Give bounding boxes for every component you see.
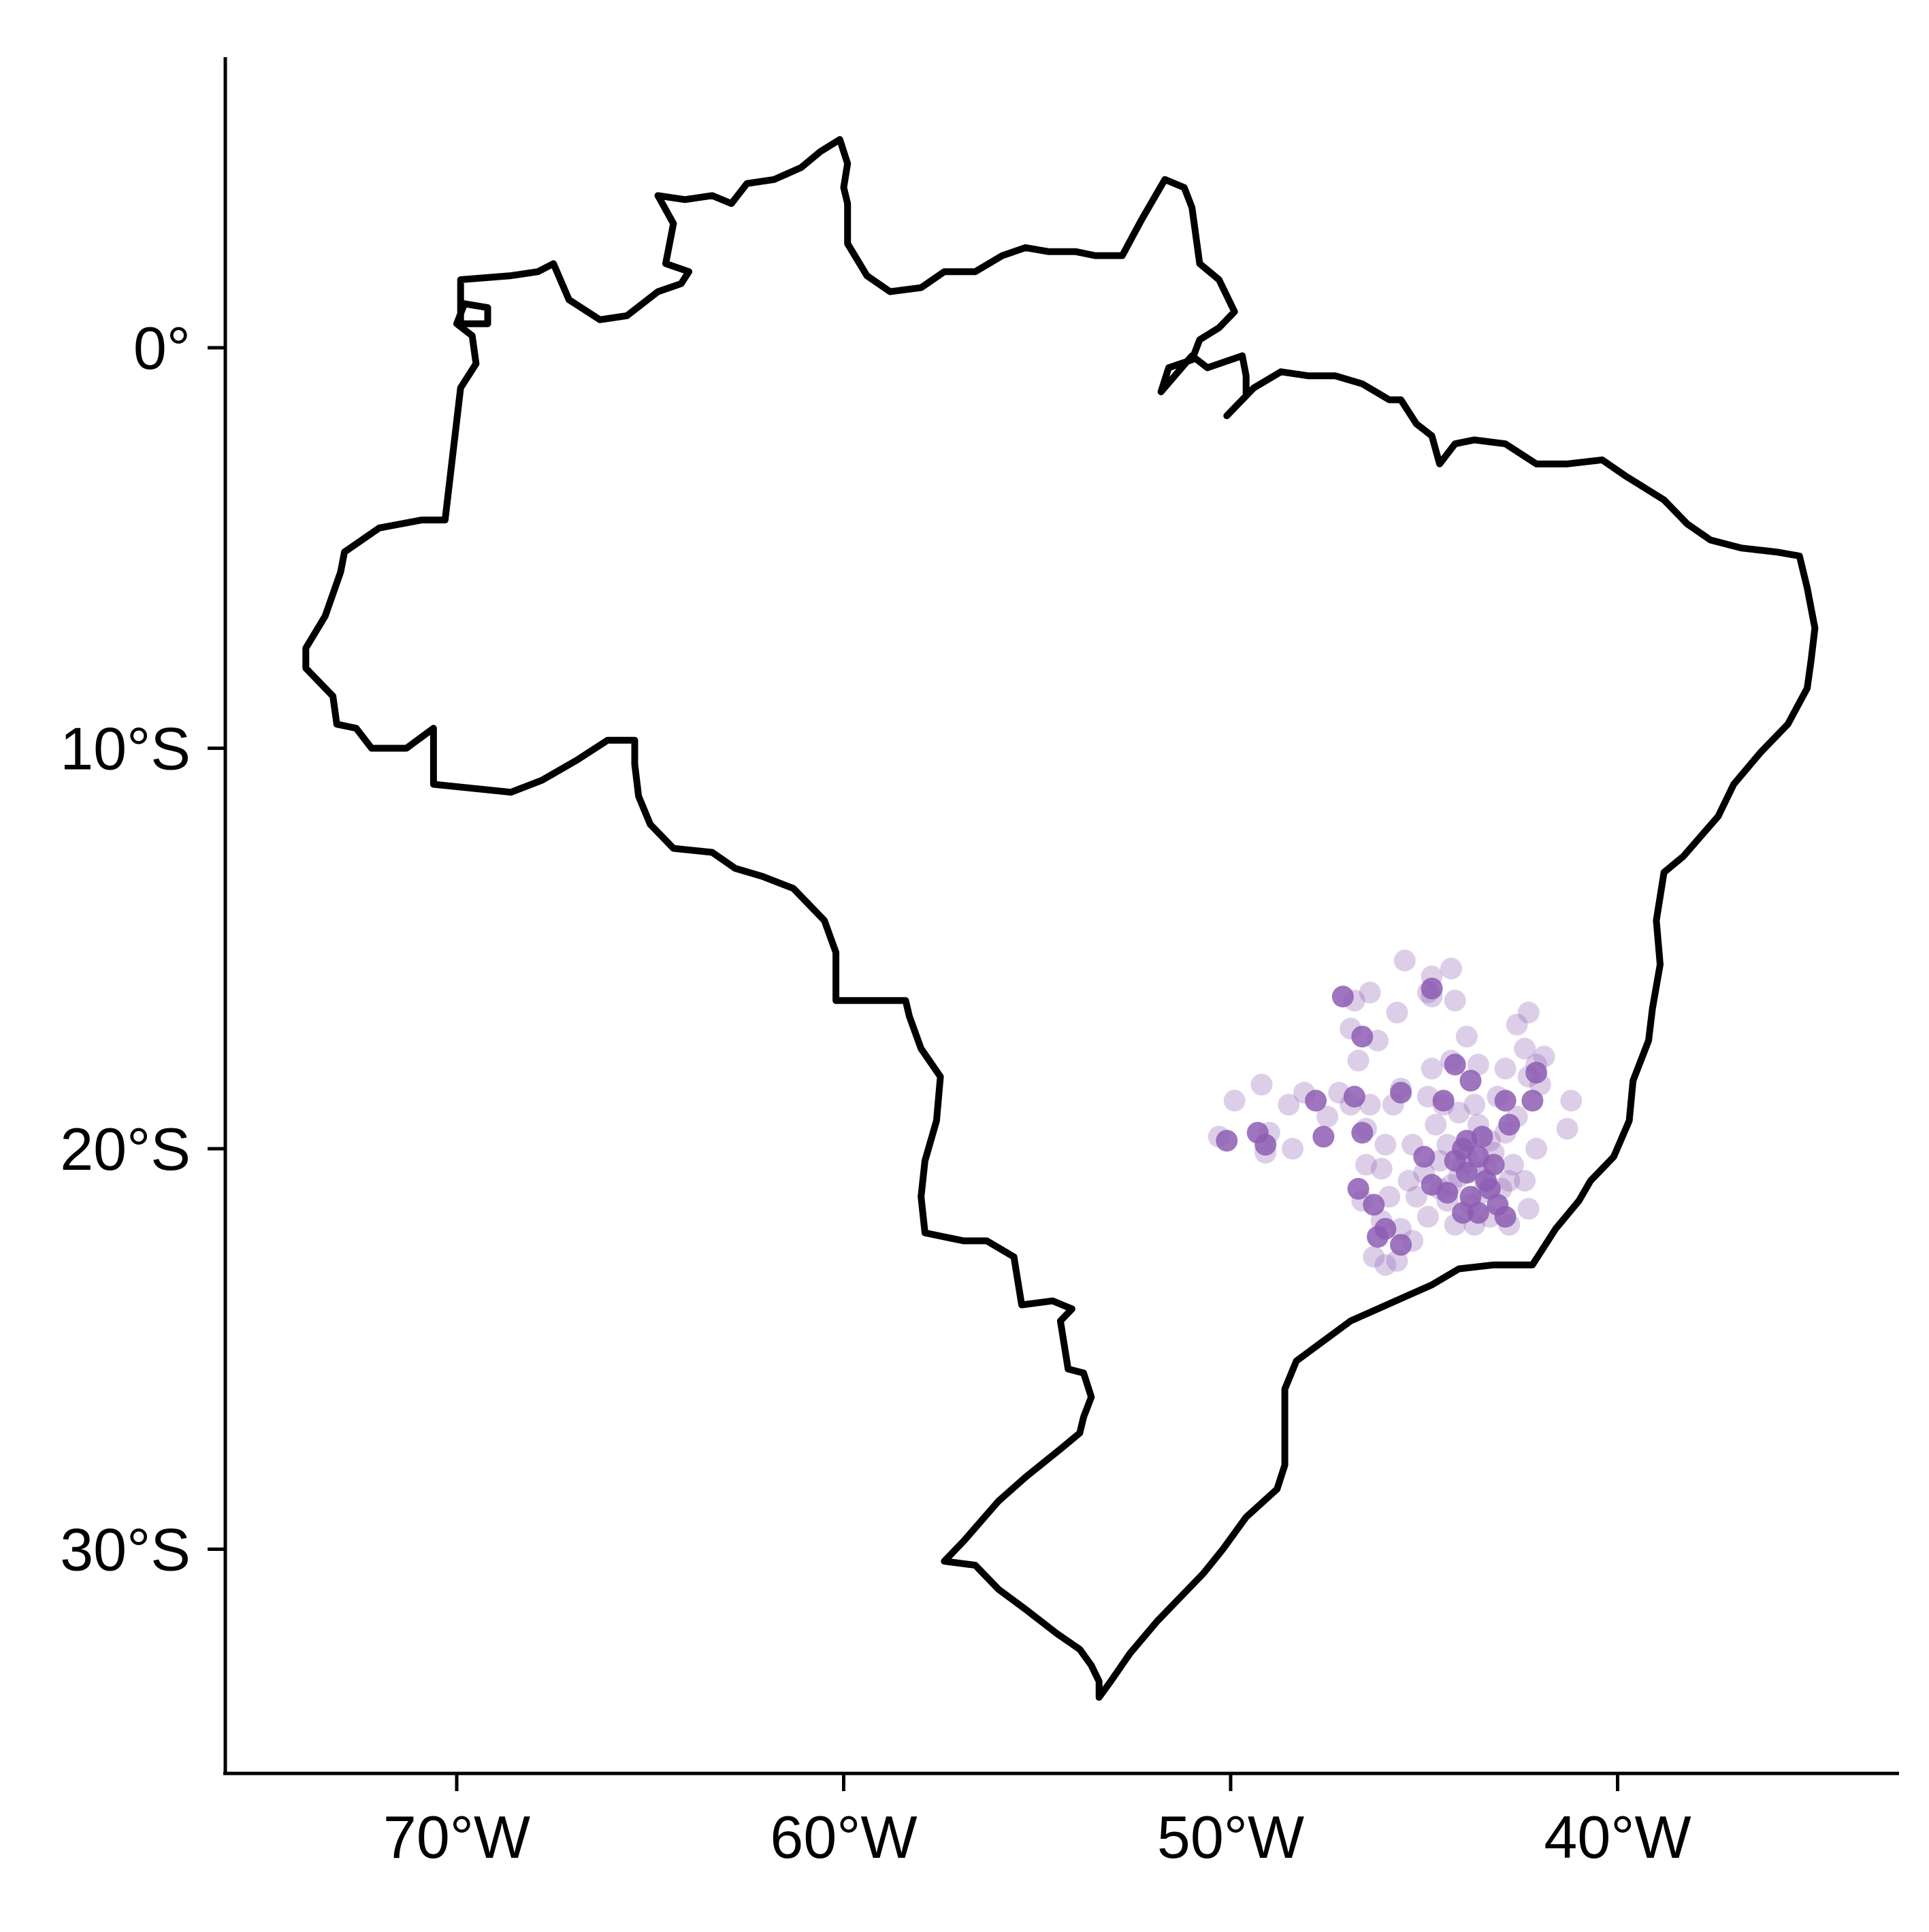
occurrence-point xyxy=(1444,1053,1466,1076)
occurrence-point xyxy=(1347,1049,1369,1072)
occurrence-point xyxy=(1421,1174,1443,1196)
occurrence-point xyxy=(1393,949,1416,972)
occurrence-point xyxy=(1452,1202,1474,1224)
occurrence-point xyxy=(1455,1026,1478,1048)
occurrence-point xyxy=(1416,1206,1439,1228)
occurrence-point xyxy=(1514,1037,1536,1060)
occurrence-point xyxy=(1374,1134,1397,1156)
occurrence-point xyxy=(1254,1134,1277,1156)
occurrence-point xyxy=(1425,1113,1447,1136)
occurrence-point xyxy=(1413,1145,1436,1168)
occurrence-point xyxy=(1455,1162,1478,1184)
occurrence-point xyxy=(1370,1158,1393,1180)
occurrence-point xyxy=(1351,1026,1374,1048)
occurrence-point xyxy=(1478,1177,1501,1200)
occurrence-point xyxy=(1421,977,1443,1000)
occurrence-point xyxy=(1517,1001,1540,1024)
occurrence-point xyxy=(1525,1062,1548,1084)
occurrence-point xyxy=(1390,1234,1412,1256)
x-tick-label: 60°W xyxy=(770,1803,917,1871)
occurrence-point xyxy=(1494,1090,1517,1112)
occurrence-point xyxy=(1560,1090,1583,1112)
occurrence-point xyxy=(1359,981,1381,1004)
occurrence-point xyxy=(1521,1090,1544,1112)
occurrence-point xyxy=(1514,1170,1536,1192)
occurrence-point xyxy=(1343,1085,1365,1108)
occurrence-point xyxy=(1250,1073,1273,1096)
occurrence-point xyxy=(1223,1090,1246,1112)
occurrence-point xyxy=(1367,1226,1389,1248)
occurrence-point xyxy=(1347,1177,1369,1200)
occurrence-point xyxy=(1494,1206,1517,1228)
occurrence-point xyxy=(1397,1170,1420,1192)
occurrence-point xyxy=(1455,1130,1478,1152)
occurrence-point xyxy=(1390,1081,1412,1104)
occurrence-point xyxy=(1444,989,1466,1012)
occurrence-point xyxy=(1305,1090,1327,1112)
occurrence-point xyxy=(1459,1070,1482,1092)
occurrence-point xyxy=(1448,1102,1470,1124)
occurrence-point xyxy=(1525,1138,1548,1160)
occurrence-point xyxy=(1498,1170,1521,1192)
occurrence-point xyxy=(1467,1202,1489,1224)
occurrence-point xyxy=(1405,1185,1427,1208)
brazil-outline xyxy=(302,136,1819,1701)
occurrence-point xyxy=(1498,1113,1521,1136)
occurrence-point xyxy=(1278,1094,1300,1116)
occurrence-point xyxy=(1312,1126,1335,1148)
axis-ticks: 70°W 60°W 50°W 40°W 0° 10°S 20°S 30°S xyxy=(60,314,1691,1871)
brazil-outline-layer xyxy=(302,136,1819,1701)
occurrence-point xyxy=(1463,1094,1486,1116)
occurrence-point xyxy=(1282,1138,1303,1160)
occurrence-point xyxy=(1494,1058,1517,1080)
occurrence-point xyxy=(1316,1105,1339,1128)
occurrence-point xyxy=(1390,1217,1412,1240)
y-tick-label: 20°S xyxy=(60,1115,191,1183)
x-tick-label: 50°W xyxy=(1157,1803,1304,1871)
occurrence-point xyxy=(1374,1254,1397,1276)
y-tick-label: 0° xyxy=(133,314,191,382)
x-tick-label: 70°W xyxy=(383,1803,530,1871)
occurrence-points-layer xyxy=(1207,949,1583,1276)
occurrence-point xyxy=(1386,1001,1408,1024)
occurrence-point xyxy=(1517,1198,1540,1220)
occurrence-point xyxy=(1556,1117,1578,1140)
occurrence-point xyxy=(1440,957,1462,980)
x-tick-label: 40°W xyxy=(1544,1803,1691,1871)
occurrence-point xyxy=(1502,1153,1524,1176)
y-tick-label: 10°S xyxy=(60,715,191,783)
occurrence-point xyxy=(1363,1245,1385,1268)
occurrence-point xyxy=(1421,1058,1443,1080)
y-tick-label: 30°S xyxy=(60,1516,191,1584)
axes xyxy=(223,57,1899,1775)
occurrence-point xyxy=(1351,1121,1374,1144)
occurrence-point xyxy=(1432,1090,1455,1112)
occurrence-point xyxy=(1216,1130,1238,1152)
occurrence-point xyxy=(1506,1013,1528,1036)
occurrence-point xyxy=(1331,985,1354,1008)
occurrence-point xyxy=(1363,1194,1385,1216)
occurrence-point xyxy=(1355,1153,1377,1176)
